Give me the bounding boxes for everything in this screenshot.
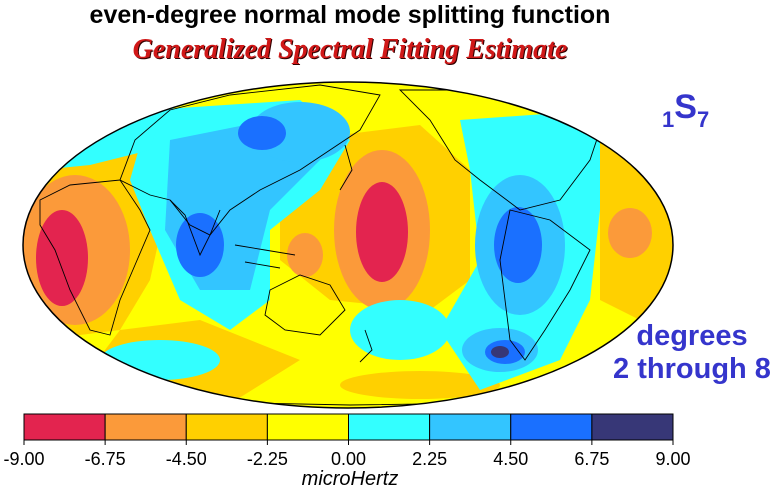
colorbar-swatch bbox=[429, 413, 512, 441]
colorbar-tick-label: 9.00 bbox=[655, 449, 690, 469]
degrees-label: degrees 2 through 8 bbox=[600, 320, 784, 386]
degrees-label-line2: 2 through 8 bbox=[613, 353, 771, 385]
colorbar-tick-label: 2.25 bbox=[412, 449, 447, 469]
colorbar: -9.00 -6.75 -4.50 -2.25 0.00 2.25 4.50 6.75 9.00 bbox=[3, 413, 691, 469]
coast-europe-asia bbox=[119, 84, 381, 236]
colorbar-swatch bbox=[591, 413, 674, 441]
colorbar-tick-label: -9.00 bbox=[3, 449, 44, 469]
colorbar-swatch bbox=[104, 413, 187, 441]
map-title: even-degree normal mode splitting functi… bbox=[89, 1, 611, 29]
coast-india bbox=[169, 199, 221, 257]
coast-new-zealand bbox=[359, 329, 373, 363]
mode-type-letter: S bbox=[674, 88, 697, 126]
colorbar-tick-label: 0.00 bbox=[331, 449, 366, 469]
colorbar-tick-label: -4.50 bbox=[166, 449, 207, 469]
coast-indonesia bbox=[234, 244, 296, 269]
colorbar-tick-label: -6.75 bbox=[85, 449, 126, 469]
colorbar-tick-label: 4.50 bbox=[493, 449, 528, 469]
splitting-function-field bbox=[23, 82, 673, 408]
mode-angular-order: 7 bbox=[696, 107, 710, 132]
mode-label: 1S7 bbox=[662, 88, 709, 133]
colorbar-swatch bbox=[510, 413, 593, 441]
colorbar-unit-label: microHertz bbox=[301, 468, 399, 490]
colorbar-tick-label: -2.25 bbox=[247, 449, 288, 469]
world-map bbox=[22, 81, 674, 409]
colorbar-swatch bbox=[348, 413, 431, 441]
colorbar-swatch bbox=[266, 413, 349, 441]
colorbar-swatch bbox=[185, 413, 268, 441]
coast-south-america bbox=[499, 209, 591, 361]
map-subtitle: Generalized Spectral Fitting Estimate bbox=[132, 34, 568, 65]
colorbar-tick-label: 6.75 bbox=[574, 449, 609, 469]
map-border bbox=[22, 81, 674, 409]
mode-overtone-number: 1 bbox=[662, 107, 675, 132]
colorbar-swatch bbox=[23, 413, 106, 441]
coast-australia bbox=[264, 274, 346, 336]
coast-japan bbox=[339, 144, 353, 191]
degrees-label-line1: degrees bbox=[636, 320, 748, 352]
